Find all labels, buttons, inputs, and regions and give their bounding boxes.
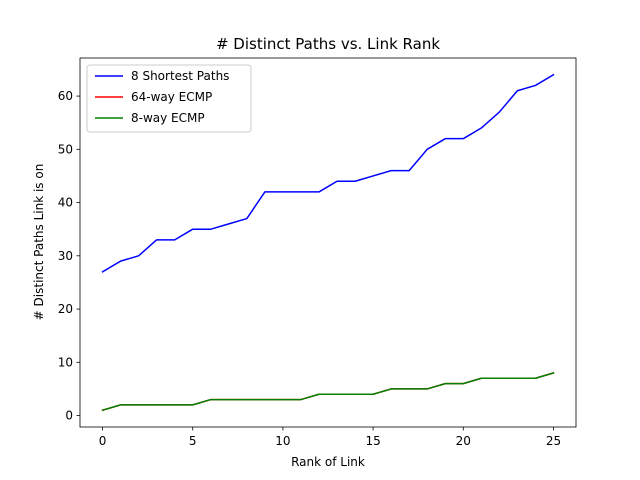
plot-area: 0 5 10 15 20 25 0 10 20 30 40 50 60 8 Shortest Paths 6…: [58, 57, 577, 448]
x-tick-label: 15: [365, 434, 380, 448]
legend-box: [86, 64, 252, 133]
y-tick-label: 30: [58, 249, 73, 263]
x-tick-label: 10: [275, 434, 290, 448]
x-tick-label: 5: [189, 434, 197, 448]
x-tick-label: 20: [456, 434, 471, 448]
y-tick-label: 50: [58, 142, 73, 156]
x-axis-label: Rank of Link: [291, 455, 365, 469]
series-line-0: [101, 73, 555, 273]
y-tick-label: 40: [58, 196, 73, 210]
legend-label: 64-way ECMP: [131, 90, 212, 104]
y-tick-label: 20: [58, 302, 73, 316]
x-tick-label: 25: [546, 434, 561, 448]
y-tick-label: 0: [65, 409, 73, 423]
y-tick-label: 60: [58, 89, 73, 103]
y-axis-label: # Distinct Paths Link is on: [32, 164, 46, 321]
legend: 8 Shortest Paths 64-way ECMP 8-way ECMP: [86, 64, 252, 133]
legend-label: 8 Shortest Paths: [131, 69, 229, 83]
y-tick-label: 10: [58, 355, 73, 369]
series-line-2: [101, 372, 555, 412]
x-tick-label: 0: [99, 434, 107, 448]
plot-frame: [79, 57, 577, 428]
legend-label: 8-way ECMP: [131, 111, 205, 125]
chart-title: # Distinct Paths vs. Link Rank: [216, 35, 440, 53]
